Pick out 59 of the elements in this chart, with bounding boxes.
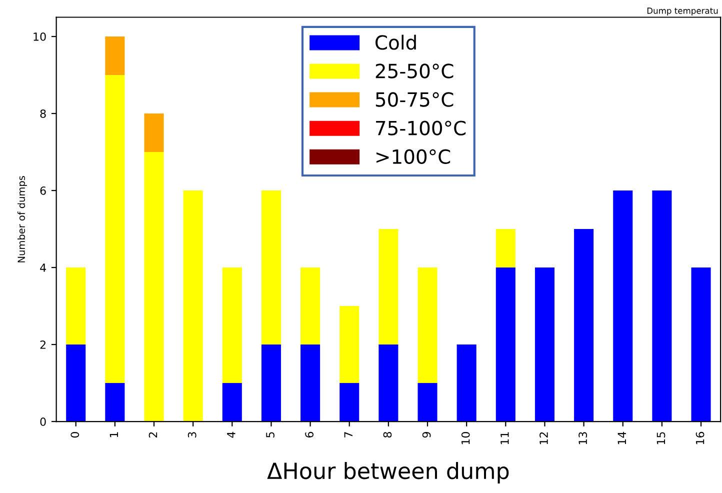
bar	[534, 268, 554, 422]
bar	[261, 344, 281, 422]
bar	[496, 268, 516, 422]
bar	[574, 229, 594, 422]
bar	[66, 268, 86, 345]
x-tick-label: 5	[266, 432, 274, 438]
x-tick-label: 10	[461, 432, 470, 444]
bar	[418, 383, 438, 422]
bar	[105, 75, 125, 384]
x-tick-label: 12	[540, 432, 548, 444]
bar	[300, 268, 320, 345]
x-tick-label: 1	[110, 432, 118, 438]
bar	[691, 268, 711, 422]
bar	[144, 114, 164, 152]
chart-title: Dump temperatu	[647, 8, 718, 16]
legend-label: 50-75°C	[376, 92, 454, 107]
x-tick-label: 6	[305, 432, 314, 438]
x-tick-label: 8	[383, 432, 392, 438]
bar	[378, 344, 398, 422]
x-tick-label: 16	[696, 432, 704, 444]
legend-label: 25-50°C	[376, 64, 454, 78]
x-tick-label: 4	[227, 432, 236, 438]
x-tick-label: 2	[148, 432, 158, 438]
y-tick-label: 4	[40, 264, 46, 272]
legend-label: 75-100°C	[376, 120, 466, 136]
legend-label: Cold	[376, 34, 416, 50]
x-tick-label: 9	[422, 432, 431, 438]
x-tick-label: 13	[578, 432, 588, 444]
bar	[613, 190, 633, 422]
y-tick-label: 0	[40, 417, 46, 426]
bar	[378, 229, 398, 345]
bar	[222, 268, 242, 384]
bar	[222, 383, 242, 422]
bar	[261, 190, 281, 345]
x-tick-label: 11	[500, 432, 509, 444]
x-tick-label: 0	[70, 432, 80, 438]
bar	[456, 344, 476, 422]
bar	[418, 268, 438, 384]
bar	[340, 306, 360, 384]
bar	[496, 229, 516, 268]
x-tick-label: 3	[188, 432, 196, 438]
y-tick-label: 6	[40, 186, 46, 195]
bar	[144, 152, 164, 422]
bar	[105, 383, 125, 422]
bar	[300, 344, 320, 422]
y-tick-label: 8	[40, 109, 46, 118]
y-tick-label: 10	[34, 32, 46, 41]
bar	[105, 36, 125, 76]
x-tick-label: 15	[656, 432, 666, 444]
y-axis-title: Number of dumps	[17, 176, 27, 262]
y-tick-label: 2	[40, 340, 46, 349]
legend-label: >100°C	[376, 149, 450, 164]
x-tick-label: 14	[618, 432, 626, 444]
bar	[183, 190, 203, 422]
bar	[66, 344, 86, 422]
bar	[652, 190, 672, 422]
bar	[340, 383, 360, 422]
x-tick-label: 7	[344, 432, 352, 438]
x-axis-title: ΔHour between dump	[267, 462, 509, 484]
